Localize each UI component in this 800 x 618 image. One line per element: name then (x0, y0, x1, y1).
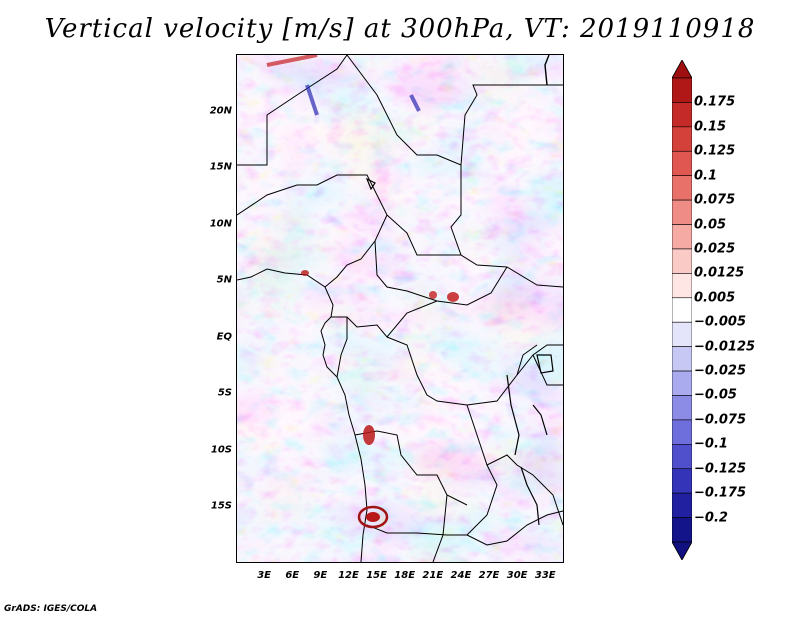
colorbar-label: 0.075 (694, 193, 735, 208)
lon-tick-label: 33E (530, 570, 560, 581)
colorbar-swatch (672, 298, 692, 322)
colorbar-label: −0.175 (694, 486, 746, 501)
colorbar-swatch (672, 347, 692, 371)
colorbar-swatch (672, 176, 692, 200)
colorbar-swatch (672, 151, 692, 175)
colorbar-label: 0.05 (694, 217, 726, 232)
lon-tick-label: 18E (390, 570, 420, 581)
lat-tick-label: 15N (196, 162, 232, 173)
colorbar-label: 0.1 (694, 168, 717, 183)
colorbar-swatch (672, 469, 692, 493)
colorbar-swatch (672, 518, 692, 542)
colorbar-label: −0.075 (694, 412, 746, 427)
lon-tick-label: 21E (418, 570, 448, 581)
velocity-field-map (237, 55, 563, 562)
colorbar-swatch (672, 395, 692, 419)
lon-tick-label: 27E (474, 570, 504, 581)
colorbar-swatch (672, 127, 692, 151)
colorbar-label: 0.125 (694, 144, 735, 159)
colorbar-swatch (672, 249, 692, 273)
colorbar-swatch (672, 273, 692, 297)
colorbar-swatch (672, 420, 692, 444)
lon-tick-label: 15E (362, 570, 392, 581)
colorbar-label: 0.005 (694, 290, 735, 305)
lon-tick-label: 30E (502, 570, 532, 581)
lon-tick-label: 24E (446, 570, 476, 581)
colorbar-label: −0.005 (694, 315, 746, 330)
colorbar-label: −0.05 (694, 388, 737, 403)
colorbar-min-arrow (672, 542, 692, 560)
grads-credit: GrADS: IGES/COLA (4, 604, 97, 614)
colorbar-label: 0.15 (694, 119, 726, 134)
lon-tick-label: 3E (249, 570, 279, 581)
lon-tick-label: 6E (277, 570, 307, 581)
lat-tick-label: EQ (196, 331, 232, 342)
colorbar-swatch (672, 78, 692, 102)
lat-tick-label: 5N (196, 275, 232, 286)
lat-tick-label: 10S (196, 444, 232, 455)
colorbar-swatch (672, 371, 692, 395)
colorbar-label: 0.175 (694, 95, 735, 110)
colorbar-label: −0.025 (694, 364, 746, 379)
colorbar-swatch (672, 444, 692, 468)
colorbar-label: 0.025 (694, 241, 735, 256)
field-large-structure (237, 55, 563, 562)
colorbar-swatch (672, 200, 692, 224)
colorbar (672, 60, 692, 560)
colorbar-max-arrow (672, 60, 692, 78)
plot-title: Vertical velocity [m/s] at 300hPa, VT: 2… (0, 14, 800, 44)
colorbar-swatch (672, 225, 692, 249)
colorbar-swatch (672, 493, 692, 517)
colorbar-label: −0.125 (694, 461, 746, 476)
colorbar-label: −0.2 (694, 510, 728, 525)
colorbar-label: −0.0125 (694, 339, 755, 354)
colorbar-swatch (672, 322, 692, 346)
colorbar-label: −0.1 (694, 437, 728, 452)
map-panel (236, 54, 564, 563)
colorbar-label: 0.0125 (694, 266, 744, 281)
lat-tick-label: 10N (196, 218, 232, 229)
lat-tick-label: 5S (196, 388, 232, 399)
lon-tick-label: 9E (305, 570, 335, 581)
lat-tick-label: 20N (196, 105, 232, 116)
colorbar-swatch (672, 102, 692, 126)
lon-tick-label: 12E (333, 570, 363, 581)
lat-tick-label: 15S (196, 501, 232, 512)
